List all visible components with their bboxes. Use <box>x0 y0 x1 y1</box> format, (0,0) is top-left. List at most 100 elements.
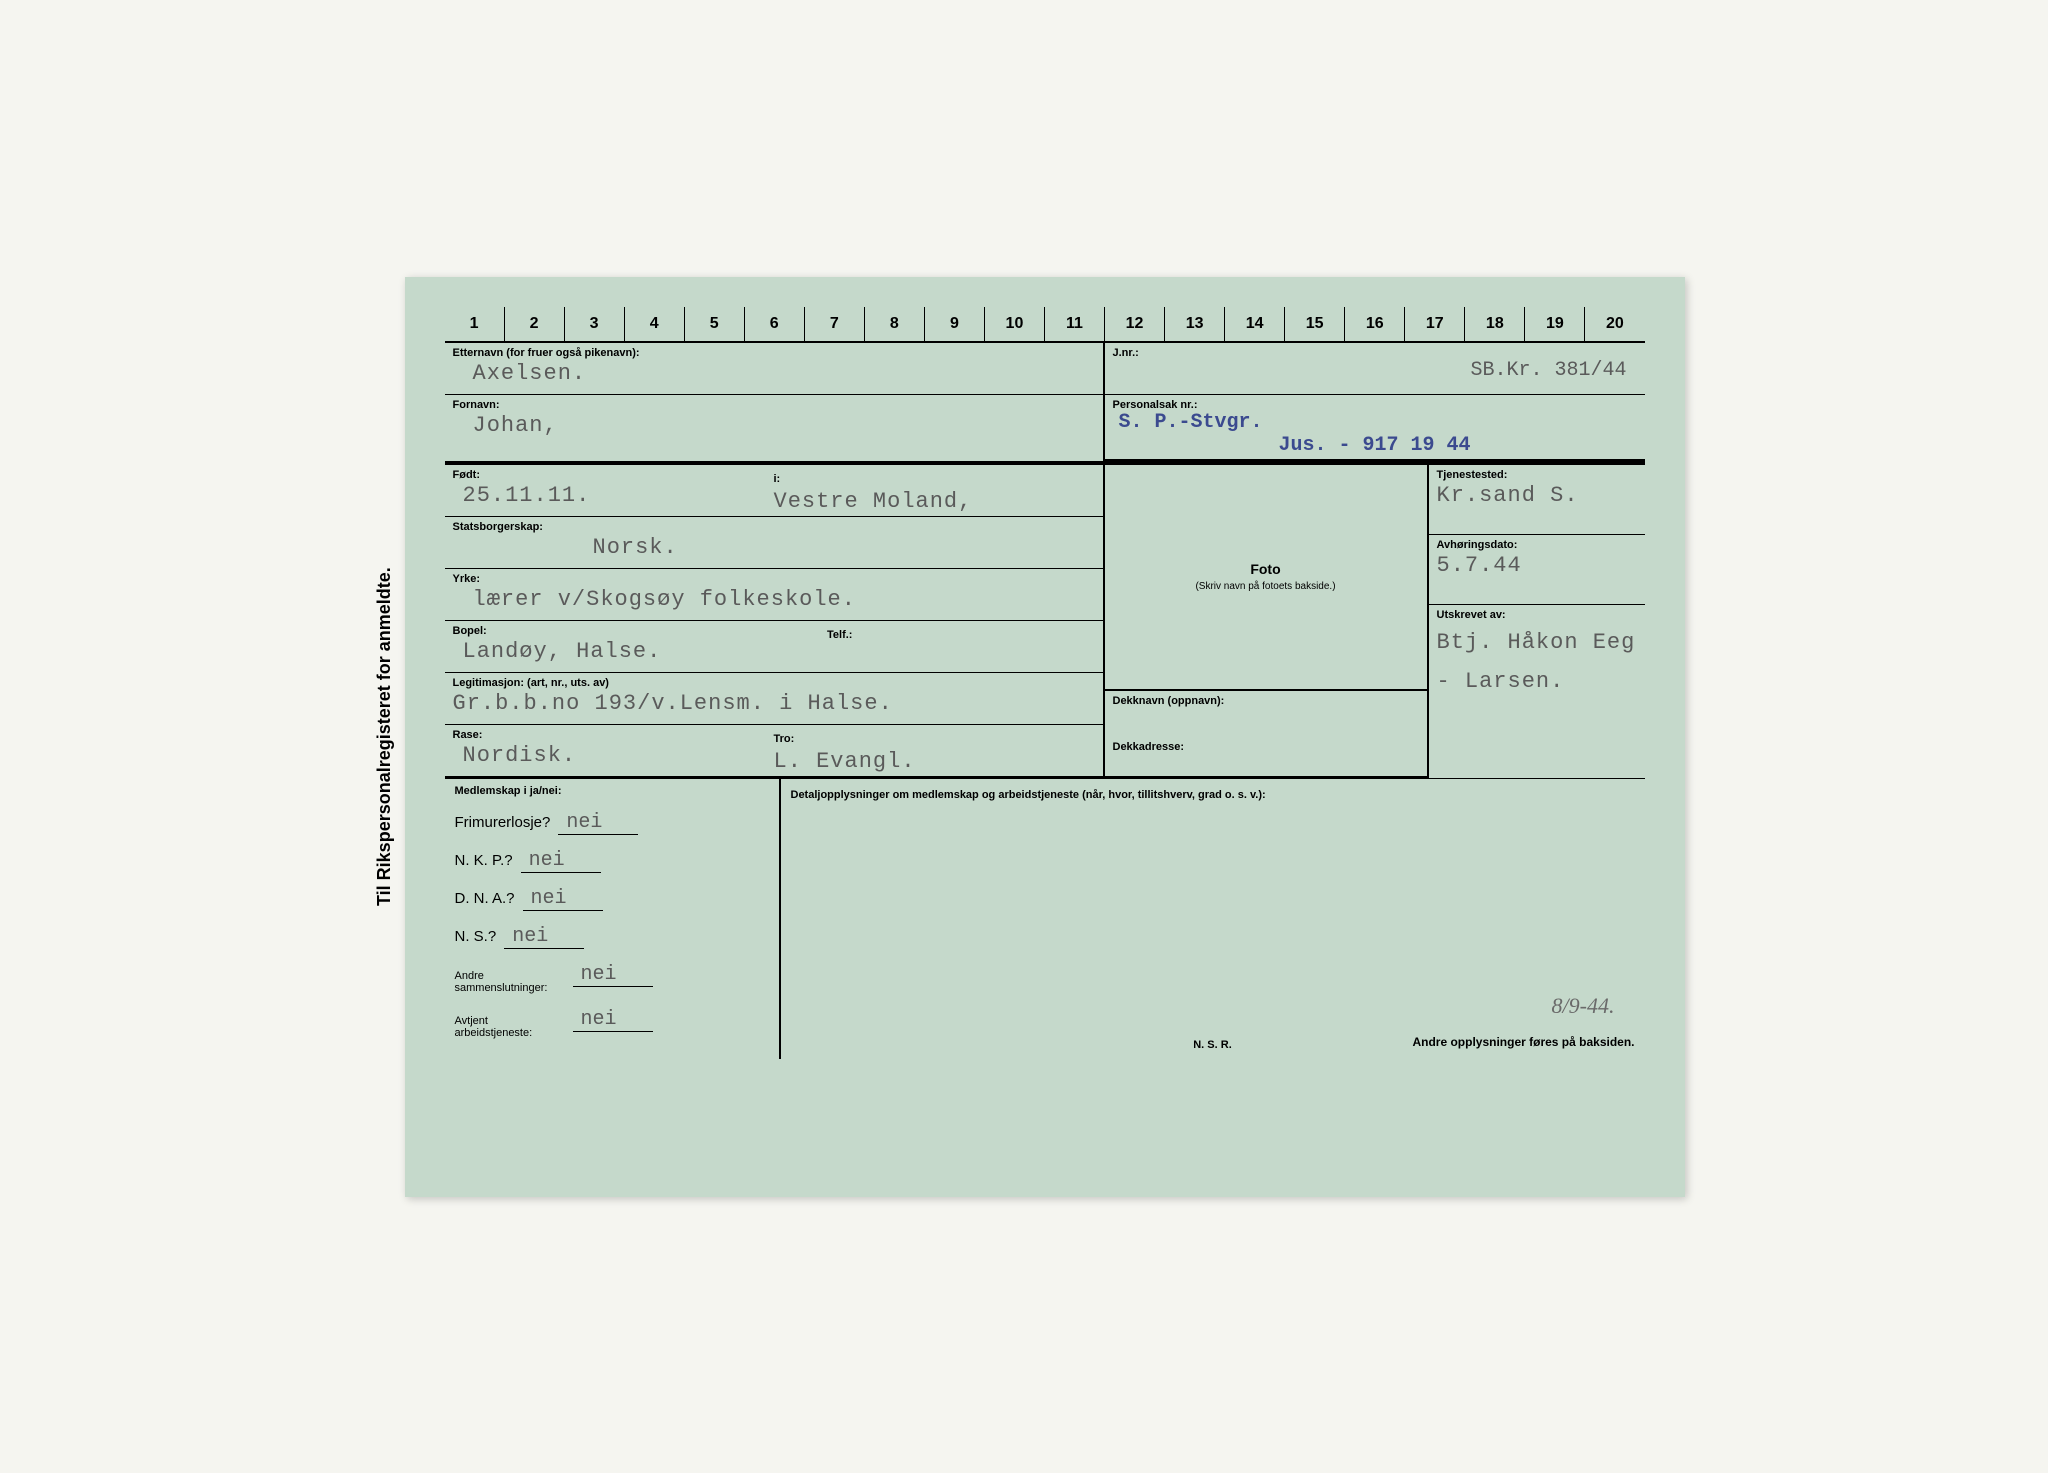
ruler-cell: 12 <box>1104 307 1164 341</box>
ruler-cell: 15 <box>1284 307 1344 341</box>
main-grid: Født: 25.11.11. i: Vestre Moland, Statsb… <box>445 462 1645 779</box>
field-fornavn: Fornavn: Johan, <box>445 395 1105 462</box>
label-fornavn: Fornavn: <box>453 399 1095 411</box>
ruler-cell: 19 <box>1524 307 1584 341</box>
label-statsborgerskap: Statsborgerskap: <box>453 521 1095 533</box>
label-dekkadresse: Dekkadresse: <box>1113 741 1419 753</box>
field-bopel: Bopel: Landøy, Halse. Telf.: <box>445 621 1103 673</box>
label-legitimasjon: Legitimasjon: (art, nr., uts. av) <box>453 677 1095 689</box>
label-dekknavn: Dekknavn (oppnavn): <box>1113 695 1419 707</box>
ruler-cell: 16 <box>1344 307 1404 341</box>
handwritten-date: 8/9-44. <box>1552 993 1615 1019</box>
field-legitimasjon: Legitimasjon: (art, nr., uts. av) Gr.b.b… <box>445 673 1103 725</box>
membership-column: Medlemskap i ja/nei: Frimurerlosje? nei … <box>445 779 781 1059</box>
ruler-cell: 8 <box>864 307 924 341</box>
label-fodt: Født: <box>453 469 774 481</box>
foto-title: Foto <box>1250 561 1280 577</box>
ruler-cell: 4 <box>624 307 684 341</box>
value-dna: nei <box>523 887 603 911</box>
value-andre-samm: nei <box>573 963 653 987</box>
row-nkp: N. K. P.? nei <box>455 849 769 873</box>
label-utskrevet: Utskrevet av: <box>1437 609 1637 621</box>
side-label: Til Rikspersonalregisteret for anmeldte. <box>364 277 405 1197</box>
value-jnr: SB.Kr. 381/44 <box>1113 359 1637 382</box>
ruler-cell: 1 <box>445 307 504 341</box>
registration-card: 1 2 3 4 5 6 7 8 9 10 11 12 13 14 15 16 1… <box>405 277 1685 1197</box>
right-column: Tjenestested: Kr.sand S. Avhøringsdato: … <box>1429 465 1645 779</box>
ruler-cell: 20 <box>1584 307 1644 341</box>
bottom-section: Medlemskap i ja/nei: Frimurerlosje? nei … <box>445 779 1645 1059</box>
value-etternavn: Axelsen. <box>453 359 1095 386</box>
label-detalj: Detaljopplysninger om medlemskap og arbe… <box>791 789 1266 801</box>
value-frimurerlosje: nei <box>558 811 638 835</box>
label-yrke: Yrke: <box>453 573 1095 585</box>
ruler-cell: 9 <box>924 307 984 341</box>
value-tro: L. Evangl. <box>774 747 1095 774</box>
field-avhoringsdato: Avhøringsdato: 5.7.44 <box>1429 535 1645 605</box>
label-bopel: Bopel: <box>453 625 828 637</box>
label-nkp: N. K. P.? <box>455 852 513 869</box>
label-medlemskap: Medlemskap i ja/nei: <box>455 785 769 797</box>
field-jnr: J.nr.: SB.Kr. 381/44 <box>1105 343 1645 395</box>
label-rase: Rase: <box>453 729 774 741</box>
field-yrke: Yrke: lærer v/Skogsøy folkeskole. <box>445 569 1103 621</box>
label-personalsak: Personalsak nr.: <box>1113 399 1637 411</box>
ruler-cell: 18 <box>1464 307 1524 341</box>
value-statsborgerskap: Norsk. <box>453 533 1095 560</box>
value-fornavn: Johan, <box>453 411 1095 438</box>
footer-right: Andre opplysninger føres på baksiden. <box>1412 1035 1634 1049</box>
stamp-line1: S. P.-Stvgr. <box>1119 411 1263 434</box>
value-yrke: lærer v/Skogsøy folkeskole. <box>453 585 1095 612</box>
dekk-section: Dekknavn (oppnavn): Dekkadresse: <box>1105 691 1427 779</box>
field-personalsak: Personalsak nr.: S. P.-Stvgr. Jus. - 917… <box>1105 395 1645 462</box>
label-avhoringsdato: Avhøringsdato: <box>1437 539 1637 551</box>
value-fodt-i: Vestre Moland, <box>774 487 1095 514</box>
row-avtjent: Avtjent arbeidstjeneste: nei <box>455 1008 769 1039</box>
row-frimurerlosje: Frimurerlosje? nei <box>455 811 769 835</box>
ruler-cell: 14 <box>1224 307 1284 341</box>
value-tjenestested: Kr.sand S. <box>1437 481 1637 508</box>
foto-box: Foto (Skriv navn på fotoets bakside.) <box>1105 465 1427 691</box>
ruler-cell: 3 <box>564 307 624 341</box>
value-legitimasjon: Gr.b.b.no 193/v.Lensm. i Halse. <box>453 689 1095 716</box>
ruler-cell: 6 <box>744 307 804 341</box>
field-tjenestested: Tjenestested: Kr.sand S. <box>1429 465 1645 535</box>
foto-sub: (Skriv navn på fotoets bakside.) <box>1195 581 1335 592</box>
ruler-cell: 7 <box>804 307 864 341</box>
value-avhoringsdato: 5.7.44 <box>1437 551 1637 578</box>
value-fodt: 25.11.11. <box>453 481 774 508</box>
row-dna: D. N. A.? nei <box>455 887 769 911</box>
row-ns: N. S.? nei <box>455 925 769 949</box>
label-dna: D. N. A.? <box>455 890 515 907</box>
label-tro: Tro: <box>774 733 795 745</box>
row-andre-samm: Andre sammenslutninger: nei <box>455 963 769 994</box>
ruler-row: 1 2 3 4 5 6 7 8 9 10 11 12 13 14 15 16 1… <box>445 307 1645 343</box>
ruler-cell: 13 <box>1164 307 1224 341</box>
left-column: Født: 25.11.11. i: Vestre Moland, Statsb… <box>445 465 1105 779</box>
label-andre-samm: Andre sammenslutninger: <box>455 970 565 994</box>
value-rase: Nordisk. <box>453 741 774 768</box>
ruler-cell: 5 <box>684 307 744 341</box>
mid-column: Foto (Skriv navn på fotoets bakside.) De… <box>1105 465 1429 779</box>
ruler-cell: 11 <box>1044 307 1104 341</box>
stamp-line2: Jus. - 917 19 44 <box>1113 434 1637 457</box>
value-avtjent: nei <box>573 1008 653 1032</box>
detail-column: Detaljopplysninger om medlemskap og arbe… <box>781 779 1645 1059</box>
field-statsborgerskap: Statsborgerskap: Norsk. <box>445 517 1103 569</box>
ruler-cell: 2 <box>504 307 564 341</box>
label-tjenestested: Tjenestested: <box>1437 469 1637 481</box>
field-utskrevet: Utskrevet av: Btj. Håkon Eeg - Larsen. <box>1429 605 1645 779</box>
label-avtjent: Avtjent arbeidstjeneste: <box>455 1015 565 1039</box>
value-utskrevet: Btj. Håkon Eeg - Larsen. <box>1437 621 1637 702</box>
field-rase-tro: Rase: Nordisk. Tro: L. Evangl. <box>445 725 1103 779</box>
ruler-cell: 17 <box>1404 307 1464 341</box>
field-etternavn: Etternavn (for fruer også pikenavn): Axe… <box>445 343 1105 395</box>
field-fodt: Født: 25.11.11. i: Vestre Moland, <box>445 465 1103 517</box>
value-bopel: Landøy, Halse. <box>453 637 828 664</box>
footer-nsr: N. S. R. <box>1193 1039 1232 1051</box>
value-nkp: nei <box>521 849 601 873</box>
value-ns: nei <box>504 925 584 949</box>
label-etternavn: Etternavn (for fruer også pikenavn): <box>453 347 1095 359</box>
value-telf <box>827 643 1095 645</box>
ruler-cell: 10 <box>984 307 1044 341</box>
